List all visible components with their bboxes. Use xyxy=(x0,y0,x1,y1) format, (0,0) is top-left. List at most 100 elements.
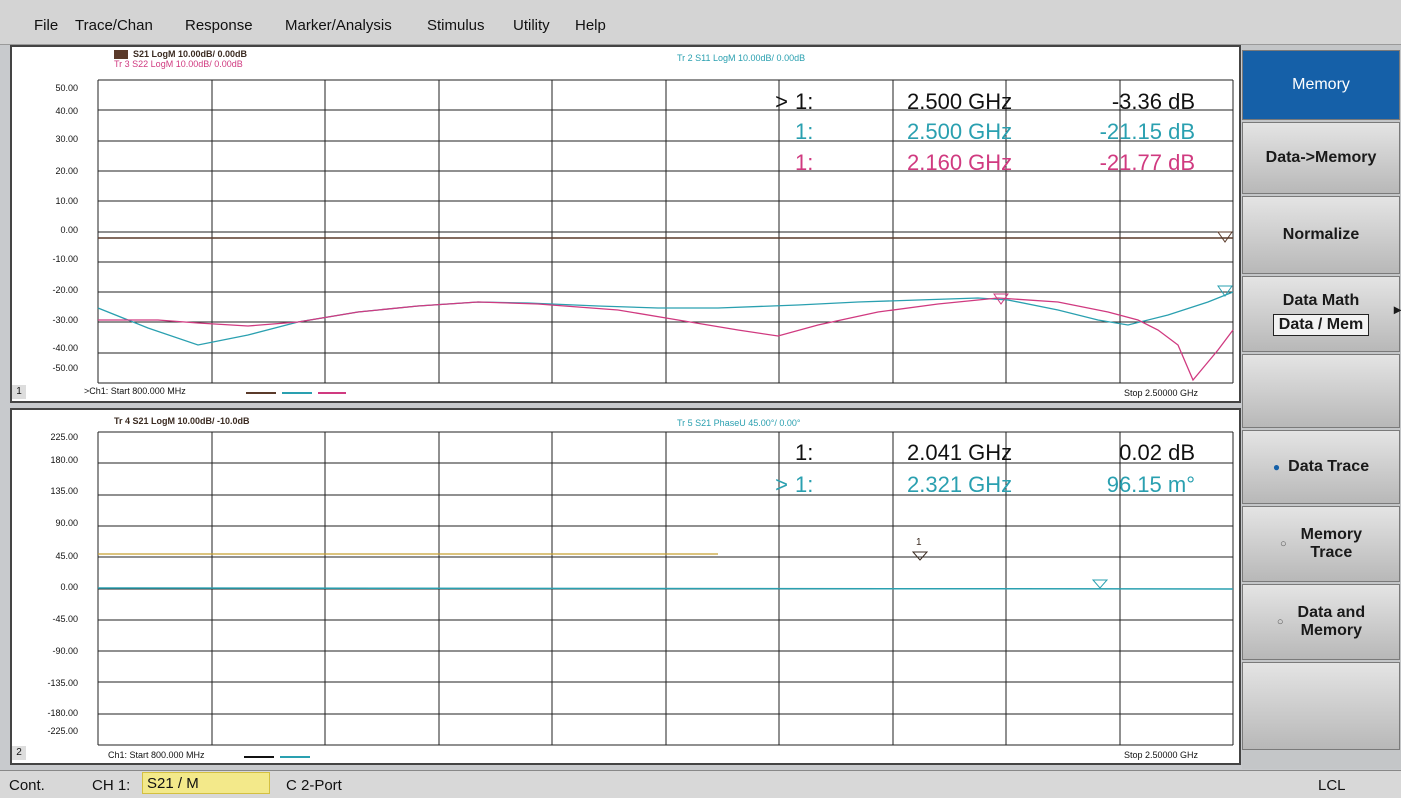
marker-frequency: 2.500 GHz xyxy=(907,89,1013,114)
softkey-data-and-memory[interactable]: ○ Data and Memory xyxy=(1242,584,1400,660)
plot-grid-1[interactable] xyxy=(97,79,1234,384)
softkey-blank xyxy=(1242,354,1400,428)
trace-marker-s22 xyxy=(993,293,1009,305)
softkey-label: Memory xyxy=(1300,526,1362,543)
radio-unselected-icon: ○ xyxy=(1279,538,1287,550)
menu-response[interactable]: Response xyxy=(185,17,253,34)
measurement-window-2[interactable]: Tr 4 S21 LogM 10.00dB/ -10.0dB Tr 5 S21 … xyxy=(10,408,1241,765)
menu-stimulus[interactable]: Stimulus xyxy=(427,17,485,34)
softkey-panel: Memory Data->Memory Normalize Data Math … xyxy=(1242,45,1401,769)
y-tick-label: -50.00 xyxy=(52,363,78,373)
y-tick-label: -20.00 xyxy=(52,285,78,295)
marker-value: -21.15 dB xyxy=(1099,119,1195,144)
marker-frequency: 2.041 GHz xyxy=(907,440,1013,465)
marker-frequency: 2.160 GHz xyxy=(907,150,1013,175)
marker-value: 96.15 m° xyxy=(1106,472,1195,497)
trace-marker-tr5 xyxy=(1091,579,1109,589)
softkey-label: Normalize xyxy=(1282,226,1360,243)
y-tick-label: 0.00 xyxy=(60,225,78,235)
y-tick-label: 90.00 xyxy=(55,518,78,528)
menu-utility[interactable]: Utility xyxy=(513,17,550,34)
y-tick-label: 45.00 xyxy=(55,551,78,561)
y-tick-label: -40.00 xyxy=(52,343,78,353)
marker-frequency: 2.321 GHz xyxy=(907,472,1013,497)
y-tick-label: 30.00 xyxy=(55,134,78,144)
plot-grid-2[interactable] xyxy=(97,431,1234,746)
softkey-label: Trace xyxy=(1310,544,1353,561)
softkey-label: Data Trace xyxy=(1288,458,1370,475)
menu-bar: File Trace/Chan Response Marker/Analysis… xyxy=(0,0,1401,45)
active-marker-indicator: > xyxy=(775,472,788,497)
sweep-mode: Cont. xyxy=(9,777,45,794)
marker-value: 0.02 dB xyxy=(1119,440,1195,465)
y-tick-label: 40.00 xyxy=(55,106,78,116)
marker-frequency: 2.500 GHz xyxy=(907,119,1013,144)
marker-id: 1: xyxy=(795,150,814,175)
softkey-label: Data->Memory xyxy=(1265,149,1377,166)
y-tick-label: 20.00 xyxy=(55,166,78,176)
trace-tr5 xyxy=(97,587,1234,590)
softkey-label-group: Data and Memory xyxy=(1298,604,1366,640)
data-math-value: Data / Mem xyxy=(1272,314,1370,336)
trace-s11 xyxy=(97,291,1234,346)
stop-frequency: Stop 2.50000 GHz xyxy=(1124,750,1199,760)
stop-frequency: Stop 2.50000 GHz xyxy=(1124,388,1199,398)
trace-header-tr5[interactable]: Tr 5 S21 PhaseU 45.00°/ 0.00° xyxy=(677,418,801,428)
trace-header-s21[interactable]: S21 LogM 10.00dB/ 0.00dB xyxy=(133,49,248,59)
menu-trace-chan[interactable]: Trace/Chan xyxy=(75,17,153,34)
start-frequency: >Ch1: Start 800.000 MHz xyxy=(84,386,186,396)
marker-id: 1: xyxy=(795,472,814,497)
softkey-data-to-memory[interactable]: Data->Memory xyxy=(1242,122,1400,194)
footer-trace-legend xyxy=(246,392,346,394)
y-tick-label: -30.00 xyxy=(52,315,78,325)
measurement-window-1[interactable]: S21 LogM 10.00dB/ 0.00dB Tr 3 S22 LogM 1… xyxy=(10,45,1241,403)
softkey-memory[interactable]: Memory xyxy=(1242,50,1400,120)
y-tick-label: -180.00 xyxy=(47,708,78,718)
softkey-normalize[interactable]: Normalize xyxy=(1242,196,1400,274)
softkey-label-group: Memory Trace xyxy=(1301,526,1362,562)
menu-file[interactable]: File xyxy=(34,17,59,34)
menu-help[interactable]: Help xyxy=(575,17,606,34)
menu-marker-analysis[interactable]: Marker/Analysis xyxy=(285,17,392,34)
y-tick-label: -135.00 xyxy=(47,678,78,688)
trace-marker-tr4 xyxy=(911,551,929,561)
softkey-label: Data Math xyxy=(1282,292,1360,309)
radio-selected-icon: ● xyxy=(1272,460,1281,474)
y-tick-label: -45.00 xyxy=(52,614,78,624)
marker-value: -3.36 dB xyxy=(1111,89,1195,114)
trace-marker-s11 xyxy=(1217,285,1233,297)
status-bar: Cont. CH 1: S21 / M C 2-Port LCL xyxy=(0,770,1401,798)
trace-s22 xyxy=(98,297,1234,382)
trace-header-s11[interactable]: Tr 2 S11 LogM 10.00dB/ 0.00dB xyxy=(677,53,806,63)
softkey-data-math[interactable]: Data Math Data / Mem ▸ xyxy=(1242,276,1401,352)
footer-trace-legend xyxy=(244,756,310,758)
y-tick-label: 180.00 xyxy=(50,455,78,465)
chevron-right-icon: ▸ xyxy=(1393,301,1401,317)
y-tick-label: -225.00 xyxy=(47,726,78,736)
y-tick-label: 0.00 xyxy=(60,582,78,592)
softkey-memory-trace[interactable]: ○ Memory Trace xyxy=(1242,506,1400,582)
window-number[interactable]: 1 xyxy=(12,385,26,399)
softkey-label: Memory xyxy=(1300,622,1362,639)
softkey-data-trace[interactable]: ● Data Trace xyxy=(1242,430,1400,504)
marker-id: 1: xyxy=(795,440,814,465)
softkey-blank xyxy=(1242,662,1400,750)
start-frequency: Ch1: Start 800.000 MHz xyxy=(108,750,205,760)
y-tick-label: 50.00 xyxy=(55,83,78,93)
y-tick-label: -90.00 xyxy=(52,646,78,656)
trace-color-swatch xyxy=(114,50,128,59)
y-tick-label: 135.00 xyxy=(50,486,78,496)
window-number[interactable]: 2 xyxy=(12,746,26,760)
measurement-field[interactable]: S21 / M xyxy=(142,772,270,794)
trace-header-s22[interactable]: Tr 3 S22 LogM 10.00dB/ 0.00dB xyxy=(114,59,243,69)
marker-id: 1: xyxy=(795,119,814,144)
trace-marker-label: 1 xyxy=(916,537,922,548)
ref-marker-s21 xyxy=(1217,231,1233,243)
calibration-status: C 2-Port xyxy=(286,777,342,794)
softkey-label: Data and xyxy=(1297,604,1366,621)
trace-header-tr4[interactable]: Tr 4 S21 LogM 10.00dB/ -10.0dB xyxy=(114,416,250,426)
remote-local-status: LCL xyxy=(1318,777,1346,794)
y-tick-label: -10.00 xyxy=(52,254,78,264)
marker-id: 1: xyxy=(795,89,814,114)
softkey-label: Memory xyxy=(1292,76,1350,93)
